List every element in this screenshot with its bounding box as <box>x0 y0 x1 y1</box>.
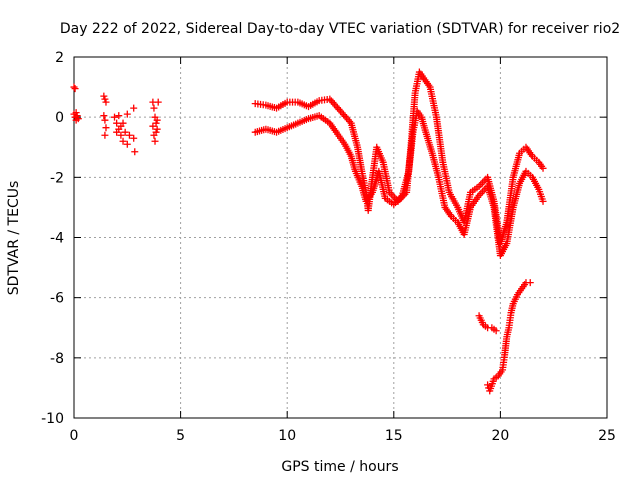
data-point <box>121 128 129 136</box>
data-point <box>130 134 138 142</box>
x-tick-label: 5 <box>176 428 185 444</box>
y-tick-label: -4 <box>50 231 64 247</box>
data-point <box>113 119 121 127</box>
data-point <box>70 83 78 91</box>
data-point <box>101 116 109 124</box>
data-point <box>151 137 159 145</box>
data-point <box>153 125 161 133</box>
data-point <box>539 197 547 205</box>
data-point <box>102 124 110 132</box>
x-tick-label: 0 <box>70 428 79 444</box>
data-point <box>102 98 110 106</box>
data-point <box>130 104 138 112</box>
data-point <box>100 92 108 100</box>
data-point <box>115 112 123 120</box>
data-point <box>119 119 127 127</box>
data-point <box>74 115 82 123</box>
y-tick-label: 2 <box>55 50 64 66</box>
data-point <box>153 116 161 124</box>
data-marks <box>70 68 547 395</box>
data-point <box>123 110 131 118</box>
data-point <box>117 131 125 139</box>
data-point <box>111 113 119 121</box>
data-point <box>123 140 131 148</box>
data-point <box>113 128 121 136</box>
x-tick-label: 10 <box>278 428 296 444</box>
data-point <box>101 95 109 103</box>
data-point <box>152 119 160 127</box>
y-ticks: -10 -8 -6 -4 -2 0 2 <box>41 50 607 427</box>
data-point <box>152 128 160 136</box>
y-tick-label: -8 <box>50 351 64 367</box>
chart-title: Day 222 of 2022, Sidereal Day-to-day VTE… <box>60 21 620 37</box>
y-tick-label: -6 <box>50 291 64 307</box>
y-tick-label: 0 <box>55 110 64 126</box>
data-point <box>72 109 80 117</box>
x-ticks: 0 5 10 15 20 25 <box>70 57 616 444</box>
y-axis-label: SDTVAR / TECUs <box>6 181 22 296</box>
data-point <box>154 98 162 106</box>
y-tick-label: -2 <box>50 170 64 186</box>
data-point <box>71 85 79 93</box>
data-point <box>100 112 108 120</box>
y-tick-label: -10 <box>41 411 64 427</box>
data-point <box>492 327 500 335</box>
x-tick-label: 25 <box>598 428 616 444</box>
data-point <box>539 164 547 172</box>
data-point <box>526 279 534 287</box>
data-point <box>73 112 81 120</box>
data-point <box>131 148 139 156</box>
x-tick-label: 15 <box>385 428 403 444</box>
data-point <box>125 131 133 139</box>
data-point <box>101 131 109 139</box>
grid <box>74 57 607 418</box>
data-point <box>150 104 158 112</box>
x-tick-label: 20 <box>491 428 509 444</box>
data-point <box>119 137 127 145</box>
data-point <box>149 122 157 130</box>
x-axis-label: GPS time / hours <box>281 459 398 475</box>
data-point <box>484 381 492 389</box>
